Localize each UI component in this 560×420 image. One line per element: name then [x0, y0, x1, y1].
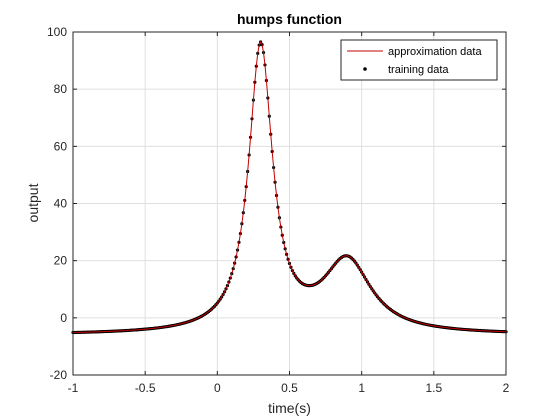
y-tick-label: 60 — [54, 139, 68, 153]
approximation-line — [72, 40, 507, 334]
x-tick-label: 1.5 — [425, 381, 442, 395]
x-tick-label: 2 — [503, 381, 510, 395]
y-axis-label: output — [25, 183, 41, 222]
x-ticks: -1 -0.5 0 0.5 1 1.5 2 — [68, 32, 510, 395]
legend-training-swatch — [363, 67, 367, 71]
x-tick-label: -0.5 — [135, 381, 156, 395]
x-tick-label: 1 — [358, 381, 365, 395]
legend-box — [340, 39, 498, 81]
x-tick-label: 0 — [214, 381, 221, 395]
legend-training-label: training data — [388, 64, 449, 76]
y-tick-label: 0 — [60, 311, 67, 325]
legend-approximation-label: approximation data — [388, 46, 482, 58]
y-ticks: -20 0 20 40 60 80 100 — [47, 25, 506, 382]
x-axis-label: time(s) — [268, 400, 311, 416]
plot-content — [71, 40, 508, 335]
x-tick-label: 0.5 — [281, 381, 298, 395]
x-tick-label: -1 — [68, 381, 79, 395]
y-tick-label: -20 — [50, 368, 68, 382]
legend: approximation data training data — [340, 39, 498, 81]
y-tick-label: 20 — [54, 254, 68, 268]
y-tick-label: 100 — [47, 25, 67, 39]
chart-title: humps function — [237, 11, 342, 27]
y-tick-label: 40 — [54, 197, 68, 211]
y-tick-label: 80 — [54, 82, 68, 96]
